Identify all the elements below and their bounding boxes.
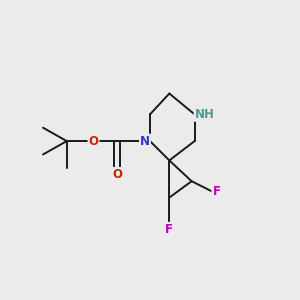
Text: O: O [112,168,122,181]
Text: NH: NH [195,108,214,121]
Text: F: F [165,223,173,236]
Text: F: F [212,185,220,198]
Text: O: O [88,135,98,148]
Text: N: N [140,135,150,148]
